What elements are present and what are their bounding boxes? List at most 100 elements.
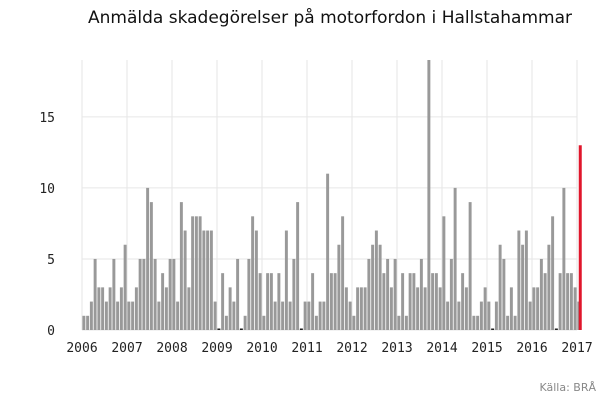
bar <box>446 301 450 330</box>
bar <box>374 230 378 330</box>
bar <box>532 287 536 330</box>
bar <box>547 244 551 330</box>
bar <box>172 258 176 330</box>
bar <box>367 258 371 330</box>
bar <box>341 216 345 330</box>
bar <box>502 258 506 330</box>
x-tick-label: 2013 <box>381 341 412 356</box>
bar <box>149 202 153 330</box>
bar <box>487 301 491 330</box>
x-tick-label: 2010 <box>246 341 277 356</box>
bar <box>551 216 555 330</box>
bar <box>303 301 307 330</box>
bar <box>506 315 510 330</box>
bar <box>509 287 513 330</box>
bar <box>138 258 142 330</box>
bar <box>528 301 532 330</box>
bar <box>543 273 547 330</box>
bar <box>269 273 273 330</box>
bar <box>168 258 172 330</box>
bar <box>333 273 337 330</box>
bar <box>352 315 356 330</box>
bar <box>419 258 423 330</box>
bar <box>371 244 375 330</box>
bar <box>476 315 480 330</box>
bar <box>536 287 540 330</box>
bar <box>329 273 333 330</box>
bar <box>363 287 367 330</box>
bar <box>539 258 543 330</box>
bar <box>397 315 401 330</box>
bar <box>228 287 232 330</box>
x-tick-label: 2008 <box>156 341 187 356</box>
bar <box>326 173 330 330</box>
bar <box>322 301 326 330</box>
bar <box>434 273 438 330</box>
bar <box>348 301 352 330</box>
bar <box>221 273 225 330</box>
bar <box>127 301 131 330</box>
bar <box>206 230 210 330</box>
bar <box>236 258 240 330</box>
bar <box>401 273 405 330</box>
bar <box>344 287 348 330</box>
x-tick-label: 2017 <box>561 341 592 356</box>
bar <box>191 216 195 330</box>
bar <box>251 216 255 330</box>
bar <box>472 315 476 330</box>
y-tick-label: 10 <box>39 182 55 197</box>
bar <box>378 244 382 330</box>
bar <box>86 315 90 330</box>
bar <box>247 258 251 330</box>
x-tick-label: 2006 <box>66 341 97 356</box>
bar <box>254 230 258 330</box>
bar <box>442 216 446 330</box>
bar <box>494 301 498 330</box>
bar <box>164 287 168 330</box>
bar <box>566 273 570 330</box>
bar <box>101 287 105 330</box>
y-tick-label: 15 <box>39 111 55 126</box>
bars <box>82 60 582 330</box>
bar <box>112 258 116 330</box>
bar <box>232 301 236 330</box>
bar <box>393 258 397 330</box>
x-tick-label: 2007 <box>111 341 142 356</box>
bar <box>266 273 270 330</box>
bar <box>104 301 108 330</box>
grid <box>81 60 578 331</box>
bar <box>453 187 457 330</box>
bar <box>386 258 390 330</box>
bar <box>314 315 318 330</box>
bar <box>194 216 198 330</box>
bar <box>483 287 487 330</box>
bar <box>337 244 341 330</box>
bar <box>558 273 562 330</box>
bar <box>243 315 247 330</box>
bar <box>292 258 296 330</box>
bar <box>408 273 412 330</box>
bar <box>281 301 285 330</box>
bar <box>213 301 217 330</box>
x-tick-label: 2009 <box>201 341 232 356</box>
bar <box>517 230 521 330</box>
bar <box>359 287 363 330</box>
x-tick-label: 2011 <box>291 341 322 356</box>
y-tick-label: 5 <box>47 253 55 268</box>
zero-marker <box>217 328 221 330</box>
bar <box>108 287 112 330</box>
bar <box>202 230 206 330</box>
bar <box>524 230 528 330</box>
source-note: Källa: BRÅ <box>539 381 596 394</box>
bar <box>176 301 180 330</box>
bar <box>468 202 472 330</box>
bar <box>311 273 315 330</box>
bar <box>119 287 123 330</box>
bar <box>427 60 431 330</box>
bar <box>479 301 483 330</box>
chart-title: Anmälda skadegörelser på motorfordon i H… <box>88 8 572 28</box>
bar <box>431 273 435 330</box>
bar <box>187 287 191 330</box>
x-tick-label: 2015 <box>471 341 502 356</box>
bar <box>288 301 292 330</box>
